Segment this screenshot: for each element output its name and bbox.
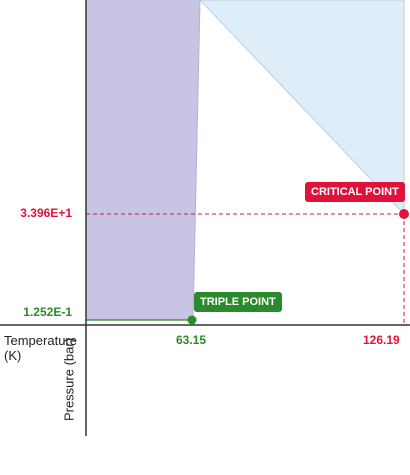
x-axis-label: Temperature (K) bbox=[4, 333, 77, 363]
critical-point bbox=[399, 209, 409, 219]
solid-region bbox=[86, 0, 200, 320]
critical-temperature-label: 126.19 bbox=[363, 333, 400, 347]
liquid-region bbox=[199, 0, 405, 216]
triple-point bbox=[187, 315, 197, 325]
triple-pressure-label: 1.252E-1 bbox=[23, 305, 72, 319]
critical-point-badge: CRITICAL POINT bbox=[305, 182, 405, 202]
critical-pressure-label: 3.396E+1 bbox=[20, 206, 72, 220]
melting-curve bbox=[192, 0, 201, 321]
triple-point-badge: TRIPLE POINT bbox=[194, 292, 282, 312]
y-axis-label: Pressure (bar) bbox=[61, 337, 77, 422]
triple-temperature-label: 63.15 bbox=[176, 333, 207, 347]
